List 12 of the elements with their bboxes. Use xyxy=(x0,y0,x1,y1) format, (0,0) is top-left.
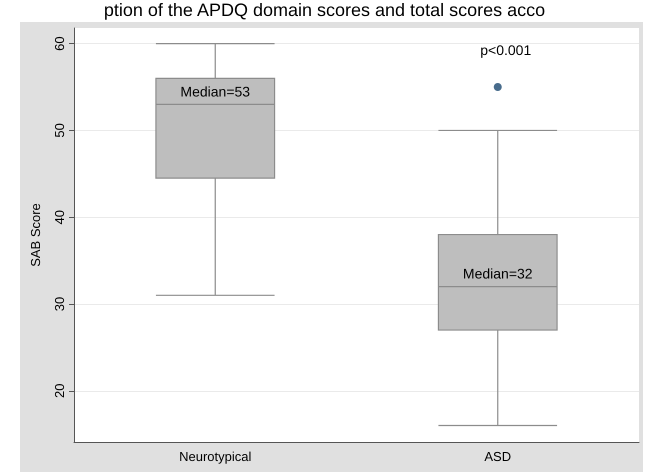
annotation: p<0.001 xyxy=(480,42,532,58)
x-tick-label: Neurotypical xyxy=(179,449,252,464)
y-tick-label: 20 xyxy=(52,384,67,398)
y-axis-title: SAB Score xyxy=(28,203,43,267)
x-tick-label: ASD xyxy=(484,449,512,464)
annotation: Median=32 xyxy=(462,266,533,282)
annotation: Median=53 xyxy=(180,83,250,100)
chart-title: ption of the APDQ domain scores and total scores acco xyxy=(102,0,546,20)
y-tick-label: 60 xyxy=(52,36,67,51)
y-tick-label: 50 xyxy=(52,123,67,138)
y-tick-label: 40 xyxy=(52,210,67,224)
y-tick-label: 30 xyxy=(52,296,67,312)
